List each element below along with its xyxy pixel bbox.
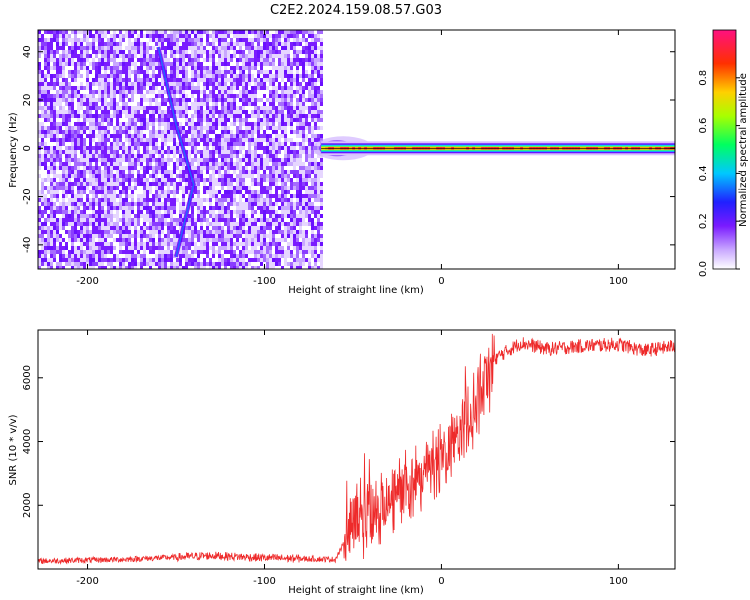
x-tick-label: 0 — [438, 276, 444, 287]
colorbar-tick-label: 0.4 — [698, 165, 709, 181]
colorbar-tick-label: 0.0 — [698, 261, 709, 277]
x-tick-label: 0 — [438, 576, 444, 587]
colorbar-tick-label: 0.2 — [698, 213, 709, 229]
x-tick-label: -200 — [76, 576, 99, 587]
y-tick-label: 6000 — [22, 365, 33, 390]
spectrogram-xlabel: Height of straight line (km) — [288, 285, 424, 296]
colorbar-tick-label: 0.8 — [698, 70, 709, 86]
snr-series — [38, 334, 675, 564]
y-tick-label: 20 — [22, 94, 33, 107]
x-tick-label: -100 — [253, 576, 276, 587]
y-tick-label: 40 — [22, 45, 33, 58]
colorbar-gradient — [713, 30, 736, 269]
snr-panel: -200 -100 0 100 2000 4000 6000 Height of strai… — [8, 330, 675, 596]
x-tick-label: 100 — [609, 276, 628, 287]
figure-title: C2E2.2024.159.08.57.G03 — [270, 3, 442, 18]
carrier-band — [313, 136, 676, 160]
colorbar: 0.0 0.2 0.4 0.6 0.8 Normalized spectral ampl… — [698, 30, 749, 277]
y-tick-label: 4000 — [22, 429, 33, 454]
spectrogram-ylabel: Frequency (Hz) — [8, 112, 19, 188]
x-tick-label: -200 — [76, 276, 99, 287]
snr-line — [38, 334, 675, 564]
snr-ylabel: SNR (10 * v/v) — [8, 414, 19, 485]
spectrogram-heatmap — [38, 30, 676, 270]
snr-xlabel: Height of straight line (km) — [288, 585, 424, 596]
colorbar-label: Normalized spectral amplitude — [738, 73, 749, 227]
y-tick-label: -20 — [22, 188, 33, 204]
x-tick-label: 100 — [609, 576, 628, 587]
x-tick-label: -100 — [253, 276, 276, 287]
colorbar-tick-label: 0.6 — [698, 118, 709, 134]
y-tick-label: 2000 — [22, 493, 33, 518]
y-tick-label: -40 — [22, 237, 33, 253]
snr-axes: -200 -100 0 100 2000 4000 6000 — [22, 330, 675, 587]
y-tick-label: 0 — [22, 145, 33, 151]
